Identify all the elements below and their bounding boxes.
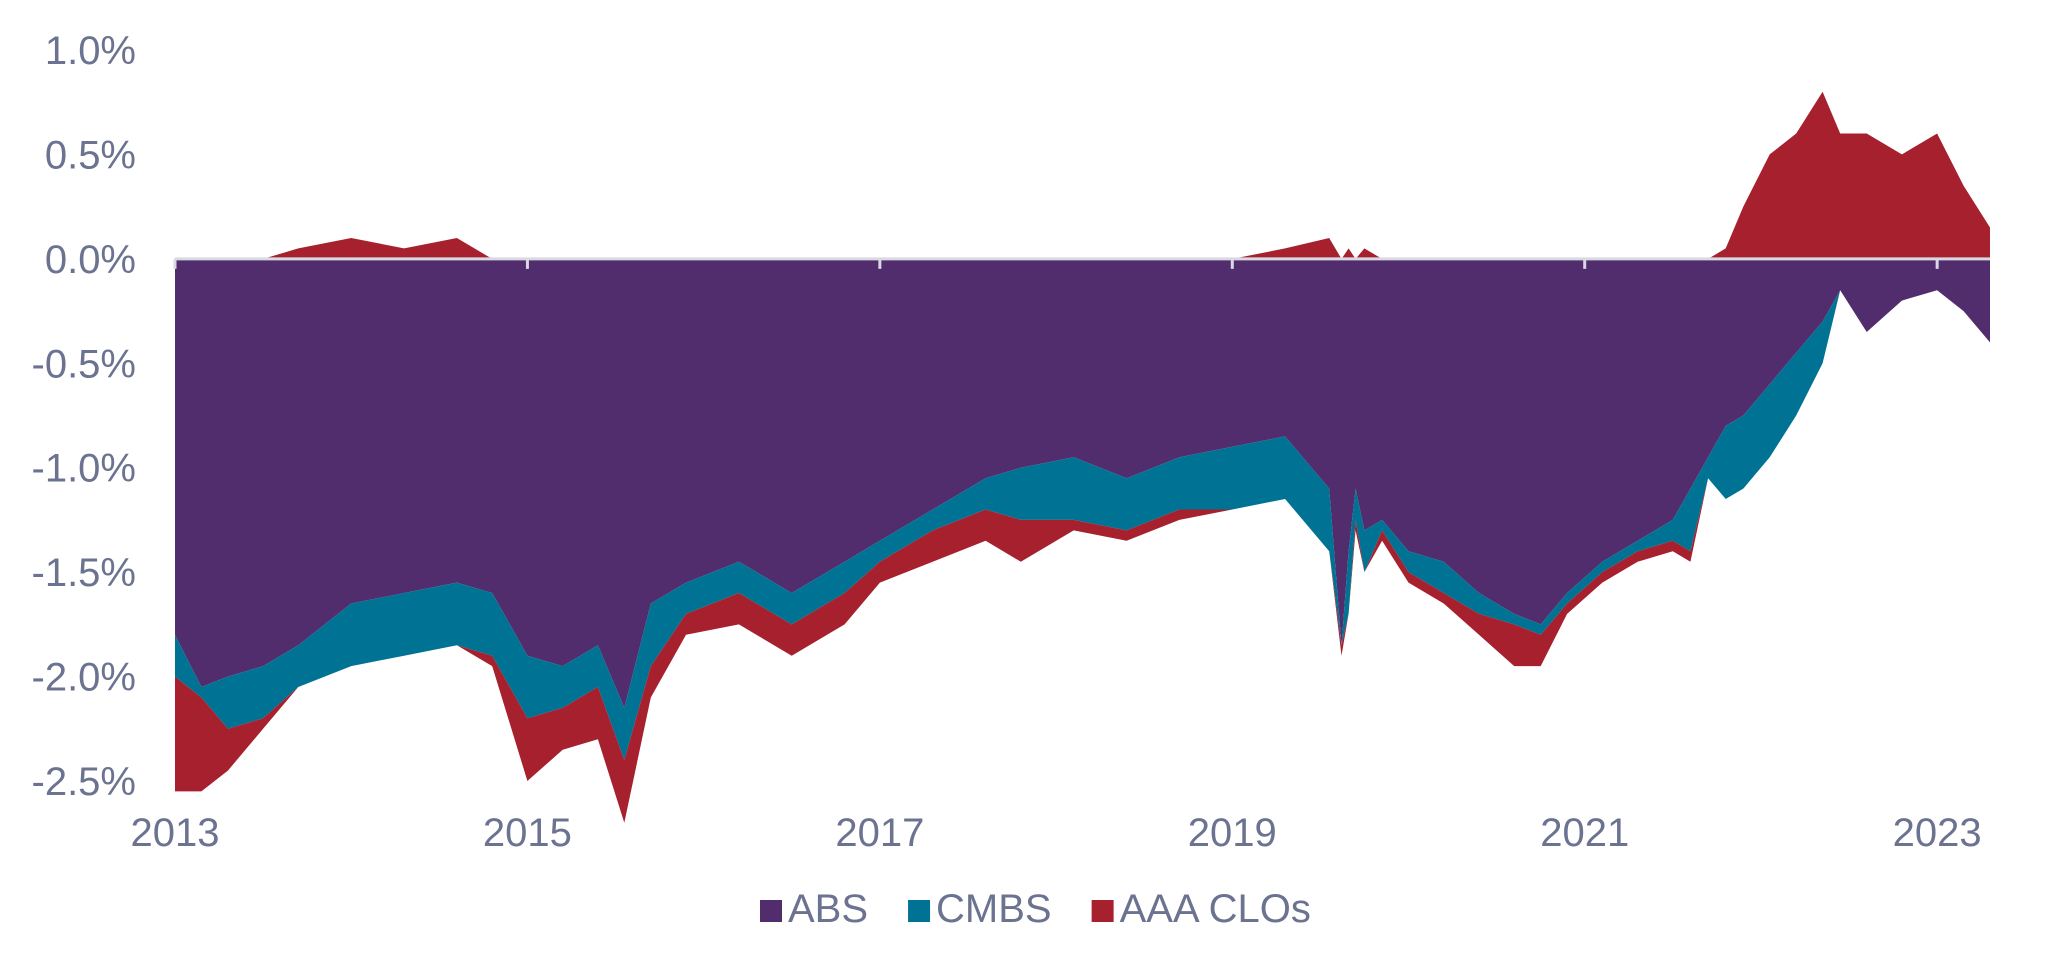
y-tick-label: -2.5% [32, 760, 137, 804]
x-tick-label: 2021 [1540, 811, 1629, 855]
x-tick-label: 2017 [835, 811, 924, 855]
y-tick-label: 1.0% [45, 29, 136, 73]
x-tick-label: 2013 [131, 811, 220, 855]
areas-layer [175, 91, 1990, 823]
x-tick-label: 2015 [483, 811, 572, 855]
area-aaa-clos-positive [175, 91, 1990, 259]
x-tick-label: 2023 [1893, 811, 1982, 855]
y-tick-label: 0.5% [45, 133, 136, 177]
legend-swatch-cmbs [908, 900, 931, 922]
legend: ABS CMBS AAA CLOs [760, 887, 1311, 931]
x-tick-label: 2019 [1188, 811, 1277, 855]
y-tick-label: -2.0% [32, 656, 137, 700]
legend-label-abs: ABS [788, 887, 868, 931]
legend-swatch-aaa-clos [1091, 900, 1114, 922]
y-tick-label: -0.5% [32, 342, 137, 386]
legend-label-cmbs: CMBS [936, 887, 1052, 931]
area-abs-negative [175, 258, 1990, 708]
y-tick-label: -1.0% [32, 447, 137, 491]
legend-swatch-abs [760, 900, 782, 922]
legend-label-aaa-clos: AAA CLOs [1120, 887, 1311, 931]
y-tick-label: -1.5% [32, 551, 137, 595]
axis-layer: 2013 2015 2017 2019 2021 2023 1.0% 0.5% 0.0% -0.5… [32, 29, 1990, 855]
y-tick-label: 0.0% [45, 238, 136, 282]
